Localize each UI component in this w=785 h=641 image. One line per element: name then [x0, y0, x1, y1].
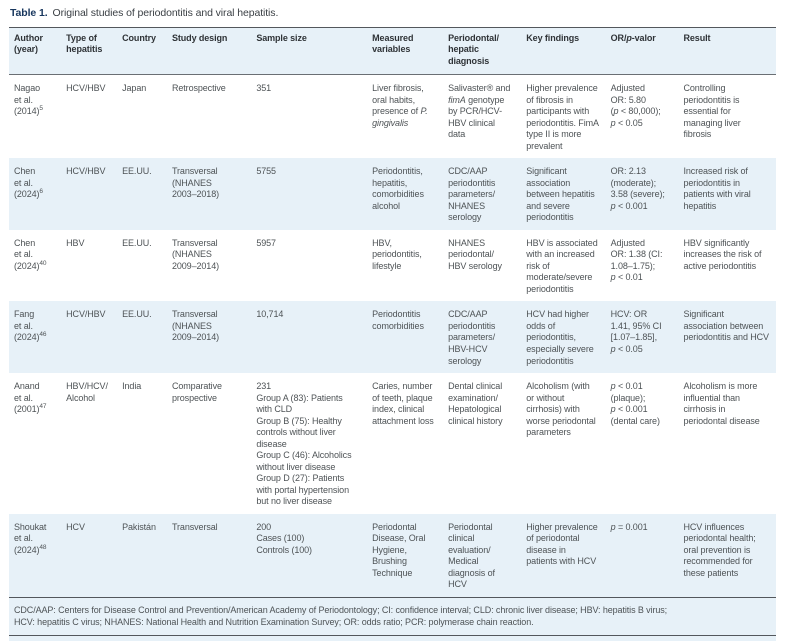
cell-findings: HCV had higher odds of periodontitis, es…	[521, 301, 606, 374]
cell-sample: 231 Group A (83): Patients with CLD Grou…	[256, 381, 352, 507]
col-header-hepatitis: Type of hepatitis	[61, 26, 118, 76]
cell-variables: Liver fibrosis, oral habits, presence of…	[372, 83, 428, 128]
studies-table: Author (year) Type of hepatitis Country Stu…	[9, 26, 776, 597]
table-row: Shoukat et al. (2024)48 HCV Pakistán Transv…	[9, 513, 776, 597]
col-header-author: Author (year)	[9, 26, 62, 76]
col-header-result: Result	[678, 26, 776, 76]
cell-country: Pakistán	[117, 513, 167, 597]
cell-sample: 5755	[251, 158, 368, 230]
cell-hepatitis: HCV/HBV	[61, 158, 118, 230]
cell-findings: HBV is associated with an increased risk…	[526, 237, 598, 294]
cell-result: Controlling periodontitis is essential f…	[683, 83, 741, 140]
bottom-strip	[9, 636, 776, 641]
cell-diagnosis: NHANES periodontal/ HBV serology	[448, 237, 502, 271]
cell-author: Chen et al. (2024)40	[9, 230, 61, 302]
table-row: Chen et al. (2024)40 HBV EE.UU. Transversal…	[9, 230, 776, 302]
cell-country: Japan	[122, 83, 147, 94]
table-title-label: Table 1.	[10, 7, 48, 19]
cell-diagnosis: Dental clinical examination/ Hepatologic…	[448, 381, 503, 426]
cell-sample: 351	[256, 83, 272, 94]
cell-findings: Higher prevalence of periodontal disease…	[521, 513, 606, 597]
col-header-diagnosis: Periodontal/ hepatic diagnosis	[443, 26, 522, 76]
cell-diagnosis: Periodontal clinical evaluation/ Medical…	[443, 513, 522, 597]
table-row: Fang et al. (2024)46 HCV/HBV EE.UU. Transve…	[9, 301, 776, 374]
cell-result: HBV significantly increases the risk of …	[683, 237, 762, 271]
cell-result: Significant association between periodon…	[678, 301, 776, 374]
cell-design: Transversal (NHANES 2009–2014)	[171, 237, 220, 271]
cell-hepatitis: HCV/HBV	[61, 301, 118, 374]
cell-diagnosis: CDC/AAP periodontitis parameters/ NHANES…	[443, 158, 522, 230]
cell-author: Fang et al. (2024)46	[9, 301, 62, 374]
col-header-sample: Sample size	[251, 26, 368, 76]
cell-hepatitis: HCV/HBV	[66, 83, 106, 94]
cell-author: Nagao et al. (2014)5	[9, 75, 61, 159]
reference-superscript: 48	[39, 543, 47, 551]
table-body: Nagao et al. (2014)5 HCV/HBV Japan Retrospe…	[9, 75, 776, 597]
col-header-design: Study design	[166, 26, 252, 76]
cell-design: Transversal (NHANES 2003–2018)	[166, 158, 252, 230]
cell-design: Transversal (NHANES 2009–2014)	[166, 301, 252, 374]
table-row: Anand et al. (2001)47 HBV/HCV/ Alcohol Ind…	[9, 373, 776, 514]
cell-result: Increased risk of periodontitis in patie…	[678, 158, 776, 230]
col-header-findings: Key findings	[521, 26, 606, 76]
cell-author: Anand et al. (2001)47	[9, 373, 61, 514]
cell-sample: 200 Cases (100) Controls (100)	[251, 513, 368, 597]
table-footnote: CDC/AAP: Centers for Disease Control and…	[9, 596, 776, 637]
cell-findings: Significant association between hepatiti…	[521, 158, 606, 230]
cell-findings: Higher prevalence of fibrosis in partici…	[526, 83, 599, 151]
table-row: Nagao et al. (2014)5 HCV/HBV Japan Retrospe…	[9, 75, 776, 159]
author-name: Chen et al. (2024)	[14, 166, 40, 200]
cell-country: India	[122, 381, 142, 392]
reference-superscript: 6	[39, 188, 43, 196]
cell-findings: Alcoholism (with or without cirrhosis) w…	[526, 381, 596, 438]
table-title-text: Original studies of periodontitis and vi…	[52, 7, 279, 19]
cell-hepatitis: HCV	[61, 513, 118, 597]
author-name: Fang et al. (2024)	[14, 309, 40, 343]
cell-variables: Periodontitis comorbidities	[367, 301, 444, 374]
cell-or_p: p = 0.001	[605, 513, 679, 597]
cell-design: Comparative prospective	[171, 381, 222, 403]
col-header-or_p: OR/p-valor	[605, 26, 679, 76]
author-name: Shoukat et al. (2024)	[14, 521, 47, 555]
cell-variables: Periodontal Disease, Oral Hygiene, Brush…	[367, 513, 444, 597]
reference-superscript: 46	[39, 331, 47, 339]
author-name: Anand et al. (2001)	[14, 381, 40, 415]
reference-superscript: 5	[39, 105, 43, 113]
cell-or_p: p < 0.01 (plaque); p < 0.001 (dental car…	[610, 381, 660, 426]
cell-diagnosis: Salivaster® and fimA genotype by PCR/HCV…	[448, 83, 511, 140]
cell-variables: Periodontitis, hepatitis, comorbidities …	[367, 158, 444, 230]
cell-author: Shoukat et al. (2024)48	[9, 513, 62, 597]
cell-country: EE.UU.	[122, 237, 152, 248]
cell-hepatitis: HBV	[66, 237, 85, 248]
cell-sample: 5957	[256, 237, 276, 248]
cell-author: Chen et al. (2024)6	[9, 158, 62, 230]
cell-sample: 10,714	[251, 301, 368, 374]
cell-country: EE.UU.	[117, 158, 167, 230]
table-title: Table 1. Original studies of periodontiti…	[9, 5, 776, 27]
author-name: Chen et al. (2024)	[14, 237, 40, 271]
cell-diagnosis: CDC/AAP periodontitis parameters/ HBV-HC…	[443, 301, 522, 374]
cell-result: Alcoholism is more influential than cirr…	[683, 381, 760, 426]
cell-or_p: Adjusted OR: 1.38 (CI: 1.08–1.75); p < 0…	[610, 237, 663, 283]
col-header-country: Country	[117, 26, 167, 76]
cell-design: Retrospective	[171, 83, 226, 94]
cell-hepatitis: HBV/HCV/ Alcohol	[66, 381, 108, 403]
author-name: Nagao et al. (2014)	[14, 83, 41, 117]
cell-variables: HBV, periodontitis, lifestyle	[372, 237, 422, 271]
col-header-variables: Measured variables	[367, 26, 444, 76]
cell-or_p: OR: 2.13 (moderate); 3.58 (severe); p < …	[605, 158, 679, 230]
table-header-row: Author (year) Type of hepatitis Country Stu…	[9, 26, 776, 76]
cell-result: HCV influences periodontal health; oral …	[678, 513, 776, 597]
cell-design: Transversal	[166, 513, 252, 597]
table-row: Chen et al. (2024)6 HCV/HBV EE.UU. Transver…	[9, 158, 776, 230]
cell-country: EE.UU.	[117, 301, 167, 374]
reference-superscript: 47	[39, 403, 47, 411]
cell-or_p: HCV: OR 1.41, 95% CI [1.07–1.85], p < 0.…	[605, 301, 679, 374]
cell-or_p: Adjusted OR: 5.80 (p < 80,000); p < 0.05	[610, 83, 661, 128]
cell-variables: Caries, number of teeth, plaque index, c…	[372, 381, 434, 426]
reference-superscript: 40	[39, 259, 47, 267]
